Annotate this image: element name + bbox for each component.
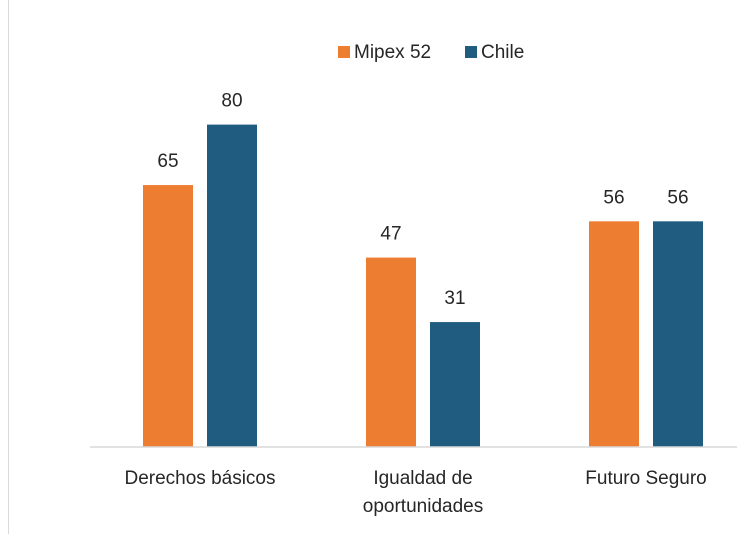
x-tick-label-line: oportunidades bbox=[363, 496, 483, 517]
legend-item-1: Chile bbox=[465, 42, 524, 63]
legend-label-1: Chile bbox=[481, 42, 524, 63]
bar-chile-0 bbox=[207, 125, 257, 447]
legend-swatch-0 bbox=[338, 46, 350, 58]
x-tick-label-1: Igualdad de oportunidades bbox=[363, 468, 483, 517]
bar-chile-1 bbox=[430, 322, 480, 447]
data-label-chile-1: 31 bbox=[444, 288, 465, 309]
x-tick-label-0: Derechos básicos bbox=[124, 468, 275, 489]
legend-swatch-1 bbox=[465, 46, 477, 58]
x-tick-label-2: Futuro Seguro bbox=[585, 468, 706, 489]
bar-chile-2 bbox=[653, 221, 703, 447]
bar-mipex-2 bbox=[589, 221, 639, 447]
x-axis: Derechos básicos Igualdad de oportunidades… bbox=[90, 447, 737, 517]
x-tick-label-line: Derechos básicos bbox=[124, 468, 275, 489]
data-label-mipex-1: 47 bbox=[380, 224, 401, 245]
data-label-mipex-2: 56 bbox=[603, 187, 624, 208]
legend: Mipex 52 Chile bbox=[338, 42, 524, 63]
data-label-chile-2: 56 bbox=[667, 187, 688, 208]
legend-label-0: Mipex 52 bbox=[354, 42, 431, 63]
data-label-mipex-0: 65 bbox=[157, 151, 178, 172]
x-tick-label-line: Igualdad de bbox=[373, 468, 472, 489]
legend-item-0: Mipex 52 bbox=[338, 42, 431, 63]
chart-frame-edge bbox=[8, 0, 9, 534]
data-label-chile-0: 80 bbox=[221, 91, 242, 112]
bar-mipex-0 bbox=[143, 185, 193, 447]
bars-group bbox=[143, 125, 703, 447]
bar-mipex-1 bbox=[366, 258, 416, 447]
x-tick-label-line: Futuro Seguro bbox=[585, 468, 706, 489]
